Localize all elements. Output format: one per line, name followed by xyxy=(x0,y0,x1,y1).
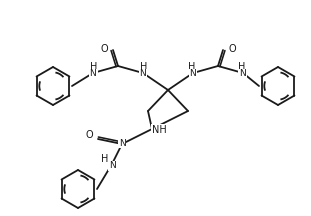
Text: H: H xyxy=(101,154,109,164)
Text: N: N xyxy=(239,70,246,78)
Text: N: N xyxy=(140,70,146,78)
Text: H: H xyxy=(140,62,148,72)
Text: H: H xyxy=(238,62,246,72)
Text: O: O xyxy=(100,44,108,54)
Text: H: H xyxy=(90,62,98,72)
Text: N: N xyxy=(90,70,96,78)
Text: N: N xyxy=(109,162,115,170)
Text: NH: NH xyxy=(152,125,166,135)
Text: O: O xyxy=(85,130,93,140)
Text: N: N xyxy=(118,138,125,148)
Text: N: N xyxy=(190,70,196,78)
Text: H: H xyxy=(188,62,196,72)
Text: O: O xyxy=(228,44,236,54)
